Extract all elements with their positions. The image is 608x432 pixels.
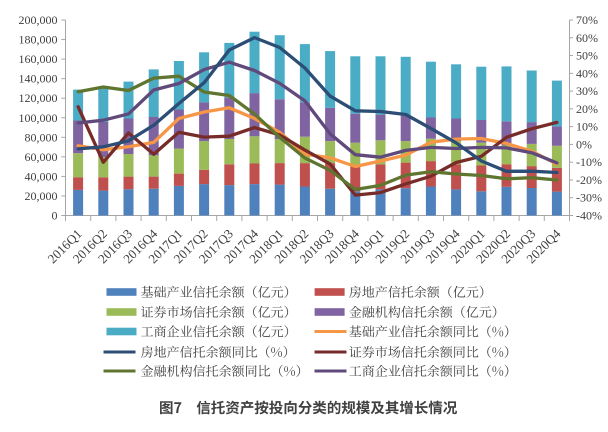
svg-text:-40%: -40% [576, 209, 602, 223]
svg-text:20%: 20% [576, 102, 598, 116]
svg-text:80,000: 80,000 [25, 130, 58, 144]
svg-text:60%: 60% [576, 31, 598, 45]
svg-text:100,000: 100,000 [19, 111, 58, 125]
svg-text:0%: 0% [576, 137, 592, 151]
svg-text:20,000: 20,000 [25, 189, 58, 203]
svg-text:0: 0 [52, 209, 58, 223]
svg-text:120,000: 120,000 [19, 91, 58, 105]
svg-text:-10%: -10% [576, 155, 602, 169]
svg-text:200,000: 200,000 [19, 13, 58, 27]
svg-text:30%: 30% [576, 84, 598, 98]
svg-text:140,000: 140,000 [19, 72, 58, 86]
svg-text:160,000: 160,000 [19, 52, 58, 66]
svg-text:40%: 40% [576, 66, 598, 80]
svg-text:-20%: -20% [576, 173, 602, 187]
svg-text:40,000: 40,000 [25, 169, 58, 183]
svg-text:70%: 70% [576, 13, 598, 27]
svg-text:50%: 50% [576, 49, 598, 63]
svg-text:-30%: -30% [576, 191, 602, 205]
svg-text:60,000: 60,000 [25, 150, 58, 164]
svg-text:180,000: 180,000 [19, 33, 58, 47]
svg-text:10%: 10% [576, 120, 598, 134]
